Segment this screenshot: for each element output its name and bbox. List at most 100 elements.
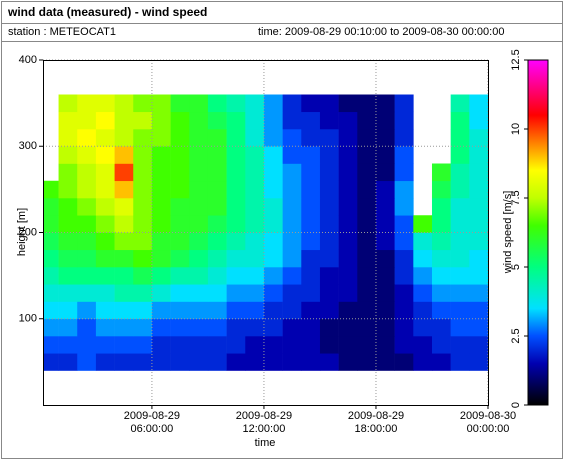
cell bbox=[245, 146, 265, 164]
cell bbox=[245, 318, 265, 337]
cell bbox=[301, 232, 321, 251]
cell bbox=[357, 94, 377, 113]
cell bbox=[114, 318, 134, 337]
cell bbox=[58, 318, 78, 337]
cell bbox=[282, 163, 302, 182]
cell bbox=[450, 129, 470, 147]
cell bbox=[170, 284, 190, 302]
cell bbox=[263, 163, 283, 182]
cell bbox=[226, 146, 246, 164]
cell bbox=[282, 111, 302, 130]
cell bbox=[114, 249, 134, 268]
cell bbox=[450, 111, 470, 130]
cell bbox=[207, 111, 227, 130]
cell bbox=[151, 336, 171, 354]
cell bbox=[189, 353, 209, 371]
cell bbox=[77, 353, 97, 371]
cell bbox=[170, 198, 190, 216]
cell bbox=[133, 163, 153, 182]
cell bbox=[226, 215, 246, 233]
cell bbox=[413, 249, 433, 268]
cell bbox=[413, 353, 433, 371]
cell bbox=[469, 232, 489, 251]
cell bbox=[375, 353, 395, 371]
cell bbox=[114, 129, 134, 147]
cell bbox=[226, 180, 246, 199]
cell bbox=[170, 318, 190, 337]
cell bbox=[58, 336, 78, 354]
cell bbox=[469, 336, 489, 354]
cell bbox=[263, 284, 283, 302]
cell bbox=[207, 284, 227, 302]
cell bbox=[245, 129, 265, 147]
cell bbox=[394, 180, 414, 199]
cell bbox=[263, 198, 283, 216]
time-range: time: 2009-08-29 00:10:00 to 2009-08-30 … bbox=[258, 26, 504, 38]
cell bbox=[189, 111, 209, 130]
cell bbox=[170, 111, 190, 130]
cell bbox=[469, 94, 489, 113]
cell bbox=[95, 267, 115, 285]
cell bbox=[170, 94, 190, 113]
cell bbox=[207, 232, 227, 251]
cell bbox=[207, 146, 227, 164]
cell bbox=[95, 180, 115, 199]
cell bbox=[133, 111, 153, 130]
cell bbox=[207, 163, 227, 182]
cell bbox=[114, 232, 134, 251]
cell bbox=[301, 249, 321, 268]
cell bbox=[43, 249, 59, 268]
cell bbox=[58, 215, 78, 233]
cell bbox=[207, 198, 227, 216]
cell bbox=[319, 163, 339, 182]
cell bbox=[189, 232, 209, 251]
cell bbox=[469, 198, 489, 216]
cell bbox=[450, 336, 470, 354]
cell bbox=[207, 180, 227, 199]
cell bbox=[151, 284, 171, 302]
cell bbox=[151, 249, 171, 268]
cell bbox=[357, 129, 377, 147]
cell bbox=[226, 336, 246, 354]
cell bbox=[375, 146, 395, 164]
cell bbox=[394, 301, 414, 320]
cell bbox=[319, 198, 339, 216]
cell bbox=[77, 318, 97, 337]
cell bbox=[189, 198, 209, 216]
cell bbox=[413, 267, 433, 285]
cell bbox=[95, 94, 115, 113]
cell bbox=[338, 267, 358, 285]
cell bbox=[375, 336, 395, 354]
cell bbox=[226, 163, 246, 182]
cell bbox=[263, 94, 283, 113]
x-tick-label: 2009-08-29 18:00:00 bbox=[347, 410, 405, 435]
cell bbox=[338, 284, 358, 302]
cell bbox=[207, 318, 227, 337]
cell bbox=[189, 94, 209, 113]
cell bbox=[114, 94, 134, 113]
cell bbox=[133, 198, 153, 216]
cell bbox=[450, 163, 470, 182]
cell bbox=[133, 94, 153, 113]
cell bbox=[394, 94, 414, 113]
cell bbox=[469, 163, 489, 182]
cell bbox=[43, 198, 59, 216]
cell bbox=[114, 111, 134, 130]
cell bbox=[95, 163, 115, 182]
cell bbox=[450, 215, 470, 233]
cell bbox=[450, 267, 470, 285]
cell bbox=[226, 129, 246, 147]
cell bbox=[226, 284, 246, 302]
cell bbox=[95, 284, 115, 302]
cell bbox=[77, 267, 97, 285]
cell bbox=[357, 146, 377, 164]
cell bbox=[263, 111, 283, 130]
cell bbox=[151, 232, 171, 251]
cell bbox=[394, 267, 414, 285]
colorbar-tick-label: 10 bbox=[510, 123, 522, 135]
cell bbox=[77, 215, 97, 233]
cell bbox=[319, 249, 339, 268]
cell bbox=[245, 198, 265, 216]
cell bbox=[189, 301, 209, 320]
cell bbox=[375, 129, 395, 147]
